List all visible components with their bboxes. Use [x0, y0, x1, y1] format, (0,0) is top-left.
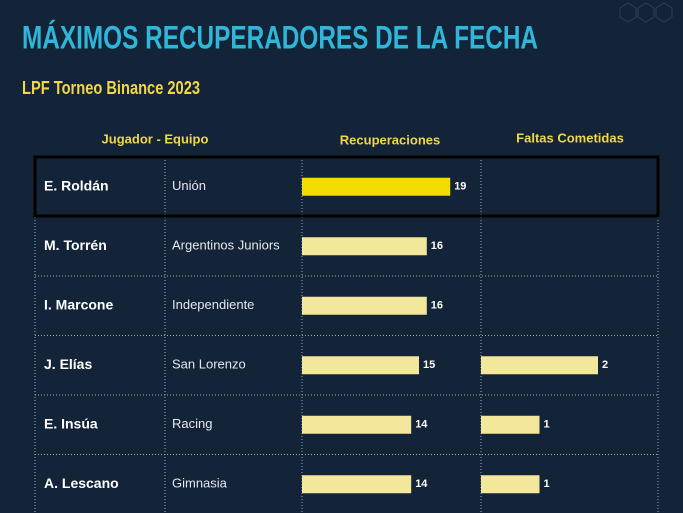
value-label: 15 — [423, 359, 435, 371]
player-name: I. Marcone — [44, 296, 113, 312]
value-label: 16 — [431, 300, 443, 312]
column-header: Jugador - Equipo — [102, 131, 209, 146]
value-label: 16 — [431, 240, 443, 252]
team-name: Independiente — [172, 297, 254, 312]
value-label: 19 — [454, 181, 466, 193]
bar — [302, 475, 412, 494]
team-name: Unión — [172, 178, 206, 193]
column-header: Faltas Cometidas — [516, 130, 624, 145]
team-name: Racing — [172, 416, 212, 431]
player-name: J. Elías — [44, 356, 92, 372]
bar — [302, 177, 451, 196]
value-label: 2 — [602, 359, 608, 371]
chart-title: MÁXIMOS RECUPERADORES DE LA FECHA — [22, 19, 538, 55]
team-name: San Lorenzo — [172, 357, 246, 372]
player-name: E. Insúa — [44, 415, 98, 431]
player-name: A. Lescano — [44, 475, 119, 491]
bar — [302, 356, 419, 375]
value-label: 14 — [415, 419, 428, 431]
value-label: 1 — [544, 419, 550, 431]
bar — [302, 237, 427, 256]
bar — [302, 296, 427, 315]
player-name: E. Roldán — [44, 177, 109, 193]
column-header: Recuperaciones — [340, 132, 440, 147]
bar — [481, 356, 598, 375]
chart-subtitle: LPF Torneo Binance 2023 — [22, 78, 200, 98]
bar — [302, 415, 412, 434]
team-name: Gimnasia — [172, 476, 228, 491]
hex-decoration — [619, 2, 673, 23]
team-name: Argentinos Juniors — [172, 238, 280, 253]
player-name: M. Torrén — [44, 237, 107, 253]
bar — [481, 475, 540, 494]
bar — [481, 415, 540, 434]
value-label: 14 — [415, 478, 428, 490]
highlight-border — [33, 155, 660, 218]
value-label: 1 — [544, 478, 550, 490]
